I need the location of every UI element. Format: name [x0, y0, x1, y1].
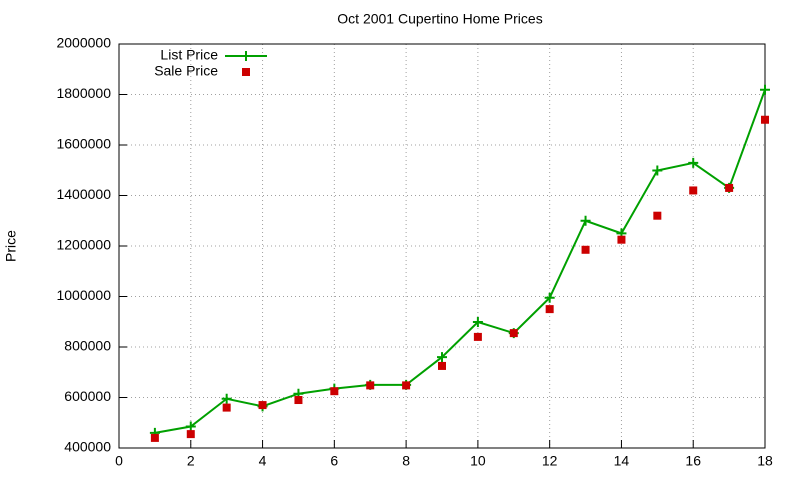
data-point: [580, 215, 591, 226]
chart-title: Oct 2001 Cupertino Home Prices: [337, 11, 542, 27]
data-point: [258, 401, 267, 410]
y-tick-label: 1600000: [56, 136, 111, 152]
data-point: [689, 186, 698, 195]
legend-label: Sale Price: [154, 63, 218, 79]
x-tick-label: 12: [542, 453, 558, 469]
data-point: [545, 305, 554, 314]
data-point: [581, 245, 590, 254]
data-point: [617, 235, 626, 244]
x-tick-label: 18: [757, 453, 773, 469]
data-point: [544, 292, 555, 303]
data-point: [725, 183, 734, 192]
data-point: [472, 317, 483, 328]
data-point: [186, 430, 195, 439]
x-tick-label: 16: [685, 453, 701, 469]
data-point: [294, 396, 303, 405]
plot-frame: [118, 43, 766, 449]
y-tick-label: 2000000: [56, 35, 111, 51]
data-point: [402, 381, 411, 390]
legend-marker: [242, 68, 250, 76]
data-point: [760, 84, 770, 95]
legend-marker: [241, 51, 251, 61]
y-tick-label: 1400000: [56, 186, 111, 202]
x-tick-label: 8: [402, 453, 410, 469]
y-tick-label: 1800000: [56, 85, 111, 101]
data-point: [509, 329, 518, 338]
data-point: [222, 403, 231, 412]
data-point: [437, 352, 447, 363]
x-tick-label: 4: [259, 453, 267, 469]
data-point: [473, 332, 482, 341]
data-point: [438, 361, 446, 370]
y-tick-label: 1200000: [56, 237, 111, 253]
data-point: [150, 433, 159, 442]
y-tick-label: 800000: [64, 338, 111, 354]
series-line: [154, 89, 766, 434]
legend-label: List Price: [160, 47, 218, 63]
x-tick-label: 10: [470, 453, 486, 469]
data-point: [221, 393, 232, 404]
data-point: [653, 211, 662, 220]
x-tick-label: 6: [330, 453, 338, 469]
data-point: [185, 421, 196, 432]
y-tick-label: 1000000: [56, 287, 111, 303]
x-tick-label: 14: [614, 453, 630, 469]
data-point: [761, 115, 769, 124]
x-tick-label: 0: [115, 453, 123, 469]
y-tick-label: 400000: [64, 439, 111, 455]
data-point: [366, 381, 375, 390]
data-point: [330, 387, 339, 396]
y-axis-label: Price: [3, 230, 19, 262]
data-point: [652, 165, 663, 176]
x-tick-label: 2: [187, 453, 195, 469]
data-point: [688, 157, 699, 168]
y-tick-label: 600000: [64, 388, 111, 404]
